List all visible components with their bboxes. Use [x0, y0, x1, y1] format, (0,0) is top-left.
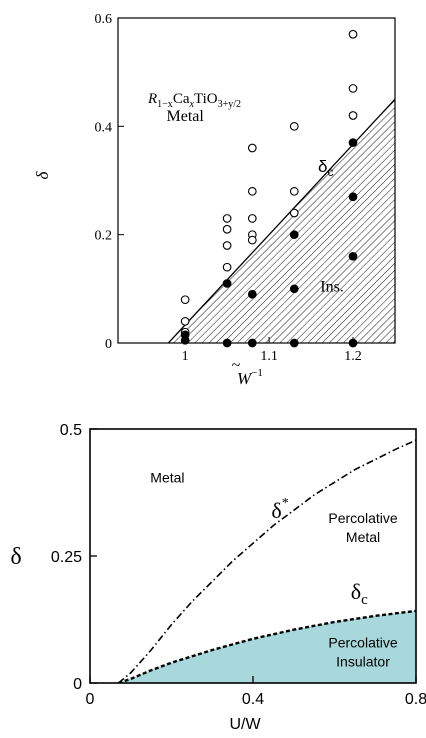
- x-tick-label-bottom: 0.8: [405, 691, 426, 708]
- region-label-line: Percolative: [328, 634, 397, 650]
- delta-star-curve: [117, 439, 416, 683]
- phase-diagram-bottom: 0 0.4 0.8 0 0.25 0.5 U/W δ Metal Percolative Meta…: [10, 422, 426, 733]
- y-tick-label-top: 0: [105, 337, 112, 352]
- filled-circle-point: [348, 192, 358, 202]
- delta-c-main: δ: [318, 157, 327, 176]
- formula-tio: TiO: [194, 91, 218, 107]
- curve-label-sub: c: [361, 592, 368, 608]
- filled-circle-point: [289, 230, 299, 240]
- open-circle-point: [348, 29, 358, 39]
- region-label-bottom: Percolative Insulator: [328, 634, 397, 669]
- filled-circle-point: [247, 289, 257, 299]
- open-circle-point: [289, 186, 299, 196]
- delta-c-boundary-line: [167, 98, 395, 343]
- formula-ca: Ca: [173, 91, 190, 107]
- open-circle-point: [247, 143, 257, 153]
- filled-circle-point: [348, 338, 358, 348]
- curve-label-sup: *: [282, 496, 289, 511]
- open-circle-point: [222, 214, 232, 223]
- y-tick-label-bottom: 0.5: [60, 422, 82, 439]
- open-circle-point: [222, 262, 232, 272]
- region-label-line: Metal: [346, 529, 380, 545]
- filled-circle-point: [222, 338, 232, 348]
- y-tick-label-top: 0.6: [95, 12, 113, 27]
- open-circle-point: [222, 241, 232, 250]
- x-axis-label-main: W: [237, 369, 253, 388]
- x-tick-label-top: 1: [182, 349, 189, 364]
- filled-circle-point: [289, 338, 299, 348]
- filled-circle-point: [289, 284, 299, 294]
- region-label-bottom: Metal: [150, 469, 184, 485]
- formula-label: R1−xCaxTiO3+y/2: [147, 91, 241, 110]
- open-circle-point: [348, 111, 358, 120]
- x-tick-label-bottom: 0.4: [242, 691, 264, 708]
- phase-diagram-top: 1 1.1 1.200.20.40.6 δW−1~R1−xCaxTiO3+y/2Me…: [33, 12, 396, 388]
- formula-sub3: 3+y/2: [218, 99, 241, 110]
- open-circle-point: [289, 121, 299, 131]
- filled-circle-point: [247, 338, 257, 348]
- region-label-line: Percolative: [328, 510, 397, 526]
- open-circle-point: [247, 235, 257, 245]
- y-tick-label-bottom: 0: [73, 676, 82, 693]
- filled-circle-point: [348, 251, 358, 261]
- delta-c-curve: [118, 609, 416, 683]
- x-tick-label-top: 1.2: [344, 349, 362, 364]
- open-circle-point: [222, 224, 232, 234]
- x-axis-label-bottom: U/W: [229, 716, 261, 733]
- y-axis-label-bottom: δ: [10, 544, 21, 570]
- y-tick-label-bottom: 0.25: [51, 549, 82, 566]
- open-circle-point: [247, 214, 257, 223]
- filled-circle-point: [180, 335, 190, 345]
- curve-label-main: δ: [351, 579, 361, 604]
- x-tick-label-top: 1.1: [260, 349, 278, 364]
- y-axis-label-top: δ: [33, 170, 52, 179]
- open-circle-point: [180, 316, 190, 326]
- open-circle-point: [348, 84, 358, 93]
- delta-c-sub: c: [327, 165, 333, 179]
- open-circle-point: [180, 295, 190, 305]
- delta-star-label: δ*: [271, 496, 288, 523]
- open-circle-point: [289, 208, 299, 218]
- x-tick-label-bottom: 0: [86, 691, 95, 708]
- x-axis-tilde: ~: [232, 357, 241, 374]
- filled-circle-point: [222, 279, 232, 288]
- curve-label-main: δ: [271, 498, 281, 523]
- formula-sub1: 1−x: [157, 99, 173, 110]
- formula-sub2: x: [188, 99, 194, 110]
- delta-c-label-bottom: δc: [351, 579, 368, 608]
- region-label-top: Ins.: [320, 279, 344, 296]
- region-label-line: Metal: [150, 469, 184, 485]
- y-tick-label-top: 0.2: [95, 229, 113, 244]
- region-label-line: Insulator: [336, 653, 390, 669]
- region-label-bottom: Percolative Metal: [328, 510, 397, 545]
- formula-r: R: [147, 91, 157, 107]
- x-axis-label-exponent: −1: [251, 367, 263, 379]
- open-circle-point: [247, 186, 257, 196]
- y-tick-label-top: 0.4: [95, 120, 113, 135]
- filled-circle-point: [348, 138, 358, 147]
- delta-c-label-top: δc: [318, 157, 333, 179]
- region-label-top: Metal: [166, 108, 204, 125]
- percolative-insulator-fill: [118, 610, 416, 683]
- x-axis-label-top: W−1: [237, 367, 263, 388]
